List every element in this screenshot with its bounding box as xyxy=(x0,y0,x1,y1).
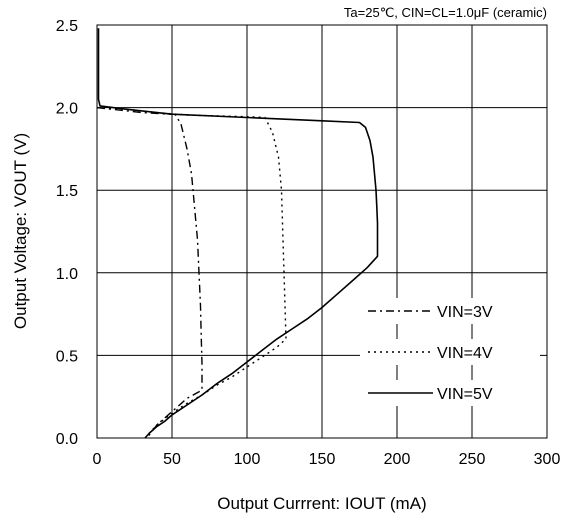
series-line-vin-3v xyxy=(96,106,203,439)
plot-frame xyxy=(96,24,548,439)
series-group xyxy=(96,28,379,439)
y-tick-label: 0.0 xyxy=(56,431,78,448)
x-axis-title: Output Currrent: IOUT (mA) xyxy=(217,494,426,513)
x-tick-label: 250 xyxy=(459,451,486,468)
y-tick-label: 1.0 xyxy=(56,266,78,283)
x-tick-label: 50 xyxy=(163,451,181,468)
legend-label: VIN=3V xyxy=(437,304,493,321)
y-axis-title: Output Voltage: VOUT (V) xyxy=(11,133,30,329)
x-tick-label: 200 xyxy=(384,451,411,468)
x-tick-label: 0 xyxy=(93,451,102,468)
y-tick-label: 2.5 xyxy=(56,18,78,35)
series-line-vin-5v xyxy=(97,28,379,439)
x-tick-label: 100 xyxy=(234,451,261,468)
legend: VIN=3V VIN=4V VIN=5V xyxy=(360,298,540,406)
y-tick-label: 2.0 xyxy=(56,101,78,118)
y-tick-label: 0.5 xyxy=(56,348,78,365)
x-tick-label: 150 xyxy=(309,451,336,468)
legend-label: VIN=5V xyxy=(437,386,493,403)
x-axis-ticks: 0 50 100 150 200 250 300 xyxy=(93,451,561,468)
x-tick-label: 300 xyxy=(534,451,561,468)
legend-label: VIN=4V xyxy=(437,345,493,362)
legend-background xyxy=(360,339,540,365)
y-axis-ticks: 0.0 0.5 1.0 1.5 2.0 2.5 xyxy=(56,18,78,448)
y-tick-label: 1.5 xyxy=(56,183,78,200)
chart-annotation: Ta=25℃, CIN=CL=1.0μF (ceramic) xyxy=(344,5,547,20)
grid xyxy=(97,25,547,438)
